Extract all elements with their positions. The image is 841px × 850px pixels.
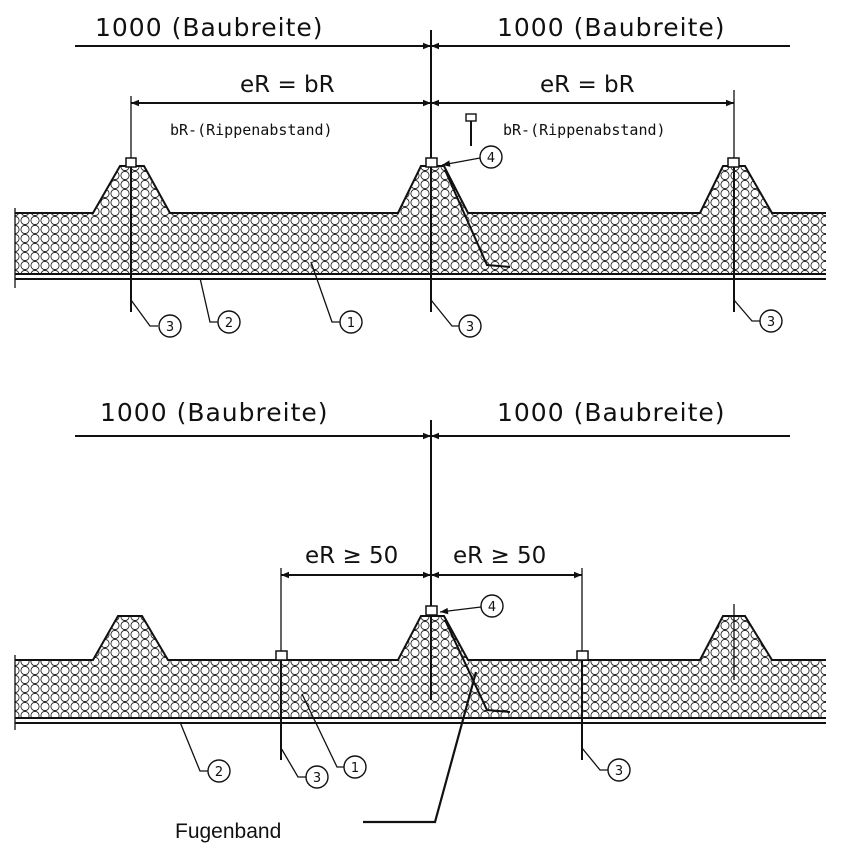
svg-text:3: 3 — [466, 320, 474, 335]
top-right-rib-label: bR-(Rippenabstand) — [503, 121, 666, 139]
top-left-er-label: eR = bR — [240, 72, 335, 98]
bottom-fastener-center — [425, 605, 438, 700]
bottom-fastener-right — [576, 650, 589, 760]
svg-text:2: 2 — [215, 765, 223, 780]
top-joint-overlap — [444, 169, 511, 268]
svg-text:2: 2 — [225, 316, 233, 331]
bottom-right-er-label: eR ≥ 50 — [453, 543, 546, 569]
bottom-left-width-label: 1000 (Baubreite) — [100, 398, 329, 427]
top-callout-4: 4 — [441, 145, 503, 169]
bottom-callout-3-right: 3 — [581, 747, 631, 782]
bottom-foam-core — [15, 616, 826, 718]
top-detail: 1000 (Baubreite) 1000 (Baubreite) eR = b… — [14, 13, 826, 338]
top-callout-2: 2 — [199, 277, 241, 334]
svg-text:3: 3 — [313, 771, 321, 786]
bottom-left-er-label: eR ≥ 50 — [305, 543, 398, 569]
bottom-callout-1: 1 — [301, 693, 367, 779]
bottom-outer-sheet — [15, 615, 826, 661]
top-fastener-left — [125, 157, 137, 312]
top-callout-3-center: 3 — [430, 299, 482, 338]
bottom-joint-overlap — [444, 619, 511, 713]
bottom-callout-2: 2 — [179, 721, 231, 783]
svg-text:4: 4 — [488, 600, 496, 615]
svg-text:1: 1 — [351, 761, 359, 776]
svg-text:4: 4 — [487, 151, 495, 166]
top-fastener-right — [727, 157, 740, 312]
top-right-er-label: eR = bR — [540, 72, 635, 98]
top-foam-core — [15, 166, 826, 274]
svg-text:3: 3 — [615, 764, 623, 779]
top-right-width-label: 1000 (Baubreite) — [497, 13, 726, 42]
top-left-width-label: 1000 (Baubreite) — [95, 13, 324, 42]
top-callout-3-left: 3 — [130, 299, 182, 338]
fugenband-leader-line — [363, 671, 478, 824]
top-loose-screw-icon — [465, 113, 477, 146]
bottom-callout-4: 4 — [439, 594, 504, 618]
top-callout-1: 1 — [310, 261, 363, 334]
bottom-right-width-label: 1000 (Baubreite) — [497, 398, 726, 427]
top-fastener-center — [425, 157, 438, 312]
bottom-detail: 1000 (Baubreite) 1000 (Baubreite) eR ≥ 5… — [14, 398, 826, 843]
top-callout-3-right: 3 — [733, 299, 783, 333]
bottom-callout-3-left: 3 — [280, 747, 329, 789]
fugenband-label: Fugenband — [175, 820, 281, 843]
top-left-rib-label: bR-(Rippenabstand) — [170, 121, 333, 139]
svg-text:1: 1 — [347, 316, 355, 331]
svg-text:3: 3 — [767, 315, 775, 330]
bottom-fastener-left — [275, 650, 288, 760]
svg-text:3: 3 — [166, 320, 174, 335]
